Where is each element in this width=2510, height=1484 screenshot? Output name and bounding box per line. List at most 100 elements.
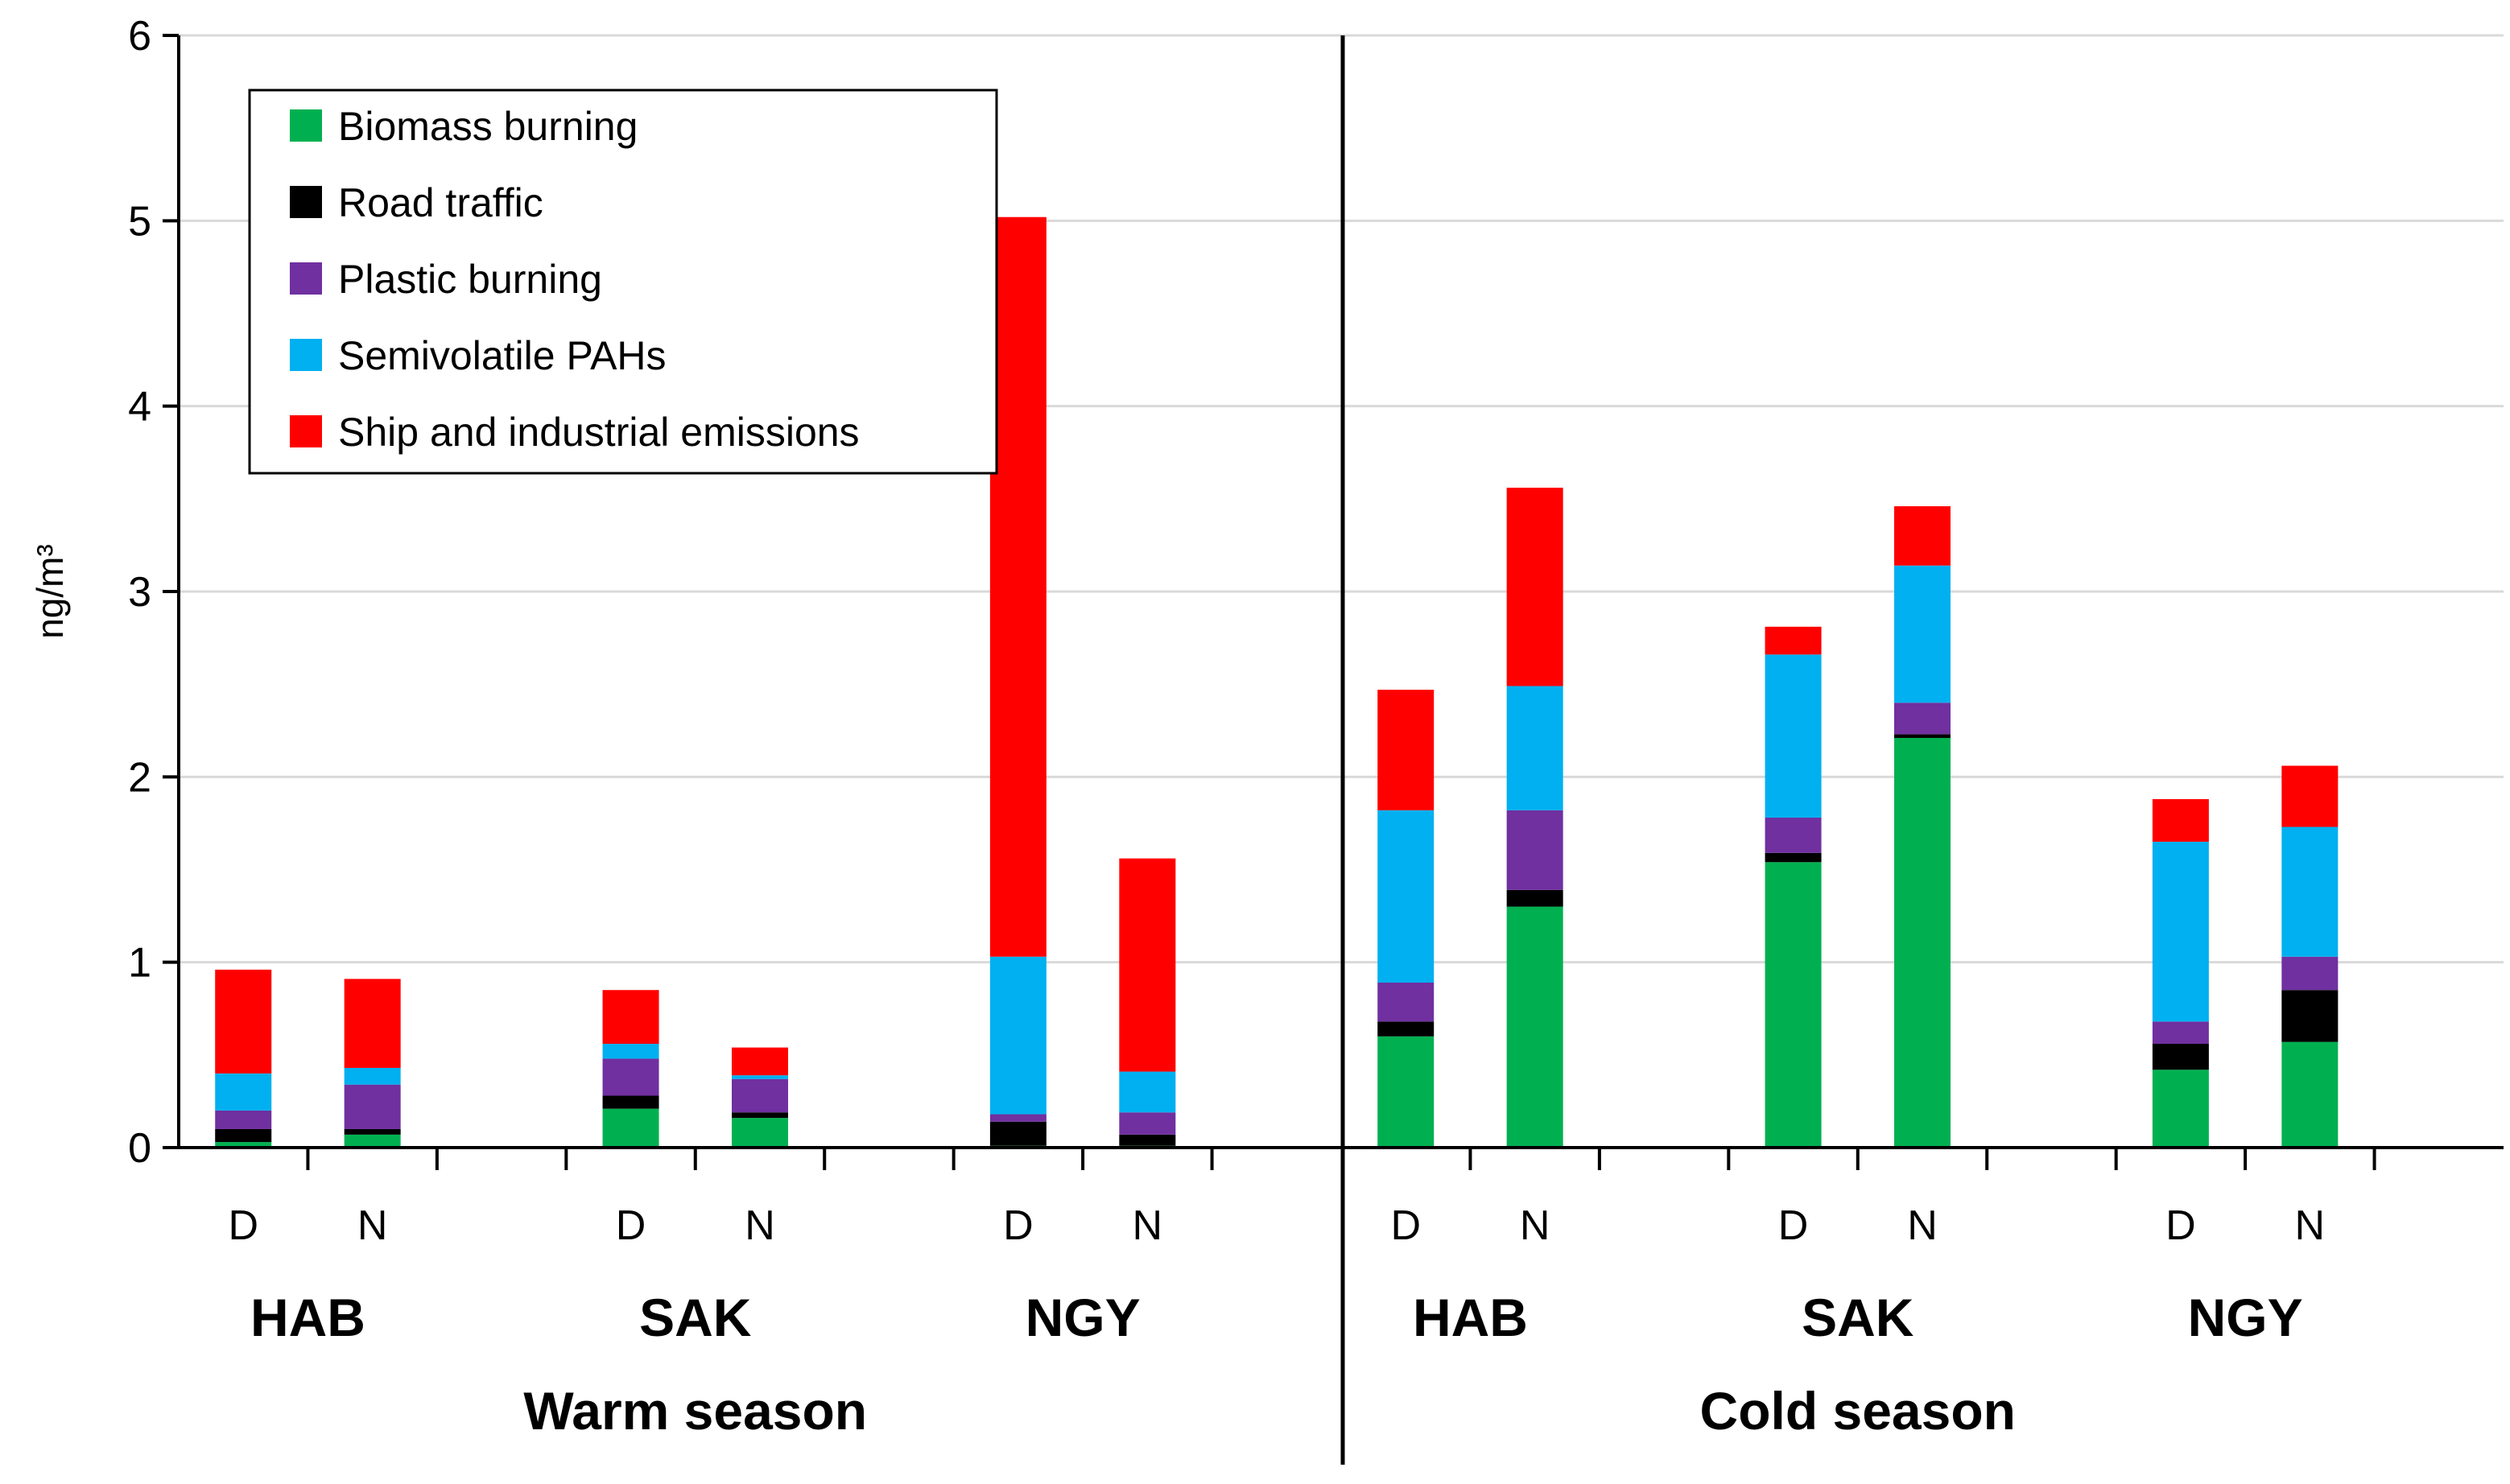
legend-swatch	[290, 339, 322, 371]
y-tick-label: 5	[128, 198, 151, 245]
bar-segment	[2281, 956, 2339, 991]
bar-segment	[1894, 703, 1951, 735]
dn-label: N	[1520, 1202, 1550, 1249]
legend-swatch	[290, 262, 322, 295]
bar-segment	[1377, 810, 1435, 983]
bar-segment	[1506, 488, 1563, 686]
bar-segment	[602, 1108, 659, 1148]
site-label: HAB	[250, 1288, 365, 1347]
bar-segment	[344, 979, 401, 1068]
dn-label: N	[1907, 1202, 1938, 1249]
dn-label: N	[2295, 1202, 2326, 1249]
bar-segment	[732, 1118, 788, 1148]
site-label: HAB	[1413, 1288, 1528, 1347]
y-tick-label: 6	[128, 13, 151, 60]
dn-label: D	[228, 1202, 258, 1249]
bar-segment	[2281, 990, 2339, 1042]
bar-segment	[2152, 798, 2209, 842]
legend-label: Road traffic	[338, 180, 543, 225]
bar-segment	[215, 1128, 272, 1143]
bar-segment	[1506, 686, 1563, 810]
y-tick-label: 2	[128, 754, 151, 801]
site-label: SAK	[1802, 1288, 1914, 1347]
y-tick-label: 0	[128, 1125, 151, 1172]
bar-segment	[1894, 565, 1951, 703]
legend-label: Ship and industrial emissions	[338, 410, 860, 455]
y-tick-label: 4	[128, 384, 151, 431]
bar-segment	[1119, 1134, 1176, 1146]
bar-segment	[1377, 983, 1435, 1022]
bar-segment	[2281, 1041, 2339, 1148]
legend-label: Biomass burning	[338, 104, 638, 149]
bar-segment	[2152, 1021, 2209, 1045]
bar-segment	[2152, 1044, 2209, 1070]
bar-segment	[732, 1112, 788, 1119]
legend-box	[248, 89, 998, 475]
bar-segment	[602, 1095, 659, 1109]
bar-segment	[2281, 827, 2339, 957]
bar-segment	[989, 216, 1047, 957]
dn-label: D	[616, 1202, 646, 1249]
dn-label: N	[357, 1202, 388, 1249]
legend-swatch	[290, 415, 322, 447]
season-label: Warm season	[523, 1381, 867, 1441]
bar-segment	[1894, 737, 1951, 1148]
bar-segment	[1506, 810, 1563, 890]
bar-segment	[2152, 841, 2209, 1022]
bar-segment	[989, 1114, 1047, 1122]
bar-segment	[1506, 889, 1563, 907]
bar-segment	[1765, 626, 1822, 655]
bar-segment	[732, 1075, 788, 1079]
legend-swatch	[290, 109, 322, 142]
bar-segment	[1765, 818, 1822, 853]
bar-segment	[344, 1128, 401, 1135]
bar-segment	[732, 1078, 788, 1113]
bar-segment	[2152, 1070, 2209, 1148]
dn-label: D	[1778, 1202, 1809, 1249]
legend: Biomass burning Road traffic Plastic burni…	[248, 89, 998, 475]
site-label: SAK	[639, 1288, 752, 1347]
bar-segment	[1506, 906, 1563, 1148]
dn-label: D	[1003, 1202, 1034, 1249]
bar-segment	[344, 1067, 401, 1085]
bar-segment	[215, 1110, 272, 1129]
y-tick-label: 3	[128, 569, 151, 616]
legend-label: Plastic burning	[338, 257, 602, 302]
bar-segment	[989, 956, 1047, 1115]
bar-segment	[1377, 1021, 1435, 1037]
y-axis-label: ng/m³	[29, 544, 71, 639]
bar-segment	[2281, 765, 2339, 827]
dn-label: D	[2165, 1202, 2196, 1249]
bar-segment	[344, 1134, 401, 1148]
dn-label: D	[1390, 1202, 1421, 1249]
season-label: Cold season	[1700, 1381, 2016, 1441]
bar-segment	[215, 1142, 272, 1148]
dn-label: N	[745, 1202, 775, 1249]
bar-segment	[1765, 862, 1822, 1148]
bar-segment	[215, 1073, 272, 1111]
dn-label: N	[1133, 1202, 1163, 1249]
bar-segment	[1765, 852, 1822, 863]
bar-segment	[602, 1044, 659, 1059]
bar-segment	[344, 1084, 401, 1129]
legend-swatch	[290, 186, 322, 218]
bar-segment	[1894, 506, 1951, 566]
bar-segment	[1377, 690, 1435, 810]
bar-segment	[602, 1058, 659, 1096]
site-label: NGY	[2188, 1288, 2303, 1347]
bars	[215, 216, 2339, 1148]
bar-segment	[1119, 858, 1176, 1072]
legend-label: Semivolatile PAHs	[338, 333, 667, 378]
bar-segment	[215, 969, 272, 1074]
y-ticks: 0 1 2 3 4 5 6	[128, 13, 2376, 1172]
bar-segment	[1119, 1112, 1176, 1135]
bar-segment	[1765, 654, 1822, 818]
bar-segment	[989, 1121, 1047, 1146]
bar-segment	[602, 990, 659, 1045]
bar-segment	[1119, 1071, 1176, 1113]
site-label: NGY	[1026, 1288, 1141, 1347]
bar-segment	[1894, 734, 1951, 738]
bar-segment	[732, 1047, 788, 1076]
x-labels: D N D N D N D N D N D N HAB SAK NGY Warm season HAB SAK NG…	[228, 1202, 2325, 1441]
